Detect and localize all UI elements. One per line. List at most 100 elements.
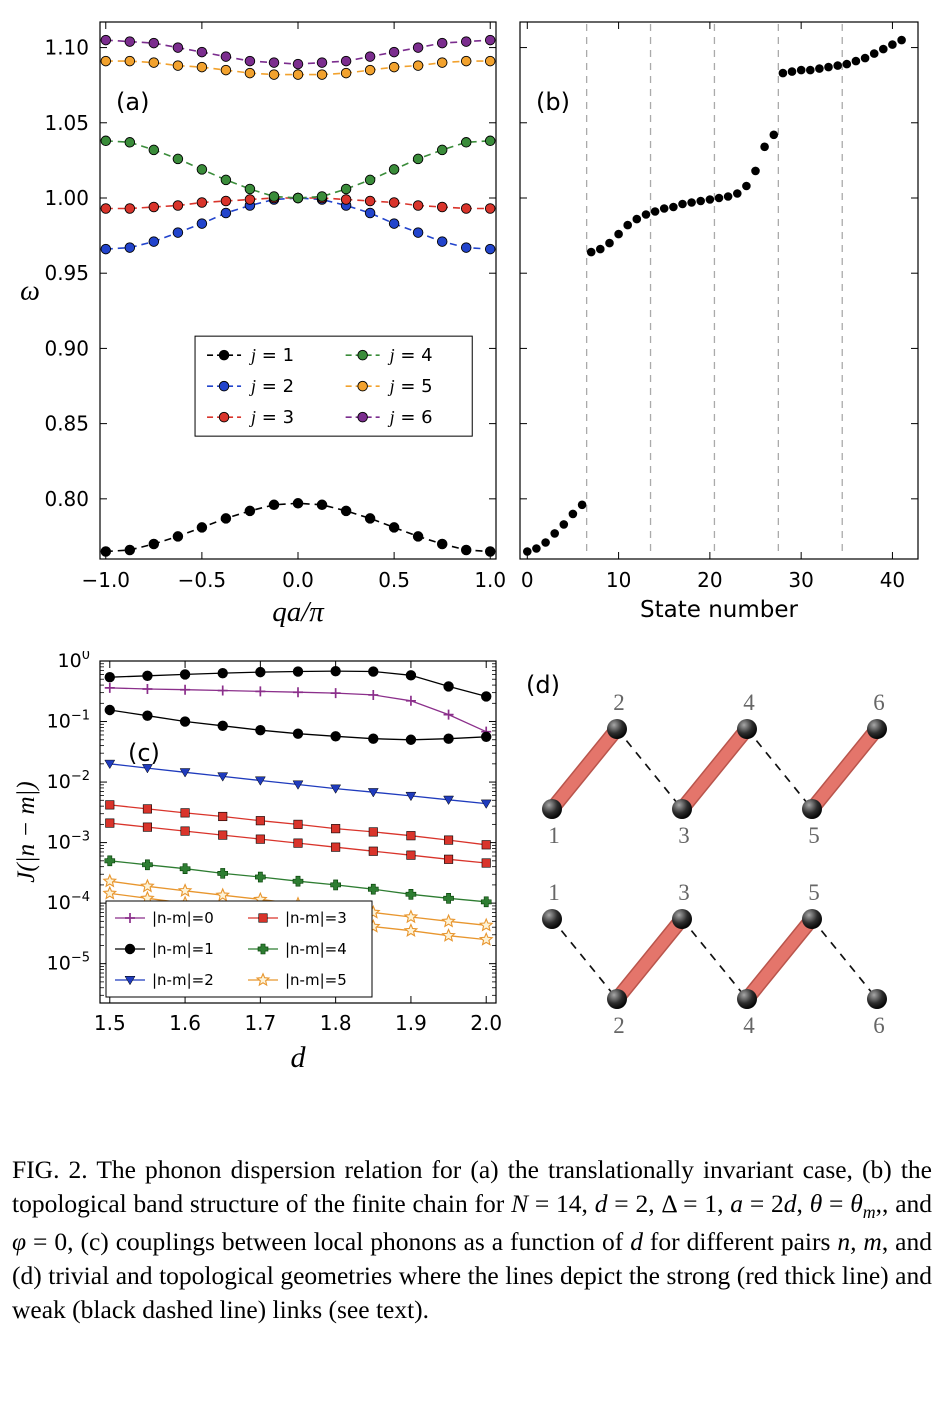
strong-bond [546,723,623,815]
state-point [568,509,578,519]
ion-node-3 [672,799,692,819]
caption-fig-label: FIG. 2. [12,1155,88,1184]
panel-label-d: (d) [526,671,560,699]
axis-ticks [520,22,918,559]
legend-label: j = 4 [388,345,433,366]
state-point [869,49,879,58]
node-label-4: 4 [743,1013,755,1038]
legend-label: j = 3 [249,407,294,428]
caption-math-text: d [594,1188,608,1218]
y-tick-label: 10−3 [47,830,90,854]
state-point [806,65,815,75]
legend-label: |n-m|=1 [152,940,214,958]
ion-node-5 [802,909,822,929]
weak-bond [551,918,618,1000]
plot-frame [99,21,497,560]
middle-panels-row: 100 10−1 10−2 10−3 10−4 10−5 1.5 1.6 1.7 1.8 1.9 2.… [10,651,934,1081]
strong-bond [611,913,688,1005]
state-point [842,59,852,69]
node-label-4: 4 [743,690,755,715]
state-point [815,64,824,73]
y-tick-label: 0.85 [44,412,89,436]
caption-text: , [796,1188,810,1218]
state-point [714,193,724,203]
ion-node-3 [672,909,692,929]
legend-label: |n-m|=2 [152,971,214,989]
series-|n-m|=3-strong [105,800,491,850]
node-label-2: 2 [613,690,625,715]
chain-trivial: 1 2 3 4 5 6 [542,690,887,848]
state-point [769,130,779,140]
state-point [860,53,870,63]
caption-math-text: n, m [837,1226,882,1256]
plot-frame [99,660,497,1004]
state-point [623,220,632,230]
x-axis-label-qa-pi: qa/π [272,596,325,628]
series-|n-m|=2 [104,759,492,809]
ion-node-4 [737,989,757,1009]
x-tick-label: 1.0 [474,568,506,592]
weak-bond [746,728,813,810]
band-separators [585,24,843,557]
caption-text: = 0, (c) couplings between local phonons… [26,1226,631,1256]
caption-math-text: φ [12,1226,27,1256]
x-axis-label-d: d [291,1041,307,1074]
state-point [787,67,797,76]
caption-text: ,, and [875,1188,933,1218]
state-point [824,62,833,72]
state-point [532,544,541,553]
state-point [541,538,550,547]
plot-frame [519,21,919,560]
node-label-1: 1 [548,823,560,848]
legend-label: |n-m|=4 [285,940,347,958]
figure-caption: FIG. 2. The phonon dispersion relation f… [12,1153,932,1326]
series-|n-m|=3-weak [105,818,491,868]
y-axis-label-J: J(|n − m|) [13,781,40,882]
x-tick-label: −1.0 [81,568,130,592]
y-tick-label: 10−1 [47,709,90,733]
weak-bond [616,728,683,810]
legend-label: |n-m|=0 [152,909,214,927]
panel-b-band-structure-chart: 0 10 20 30 40 State number (b) [519,21,919,623]
caption-text: = 14, [528,1188,595,1218]
y-tick-label: 0.95 [44,261,89,285]
y-tick-label: 0.90 [44,336,89,360]
strong-bond [741,913,818,1005]
weak-bond [811,918,878,1000]
node-label-6: 6 [873,690,885,715]
state-point [641,210,651,219]
x-tick-label: −0.5 [178,568,227,592]
state-point [696,196,705,206]
state-point [669,202,678,212]
state-point [742,181,751,191]
caption-text: The phonon dispersion relation for (a) t… [12,1155,932,1218]
top-panels-row: 0.80 0.85 0.90 0.95 1.00 1.05 1.10 −1.0 −0.5 0.0 0… [10,8,934,633]
x-tick-label: 40 [880,568,905,592]
panel-a-dispersion-chart: 0.80 0.85 0.90 0.95 1.00 1.05 1.10 −1.0 −0.5 0.0 0… [20,21,506,628]
node-label-5: 5 [808,880,820,905]
caption-text: = [822,1188,851,1218]
y-tick-label: 0.80 [44,487,89,511]
state-point [577,500,587,510]
state-point [705,195,715,204]
series-|n-m|=4 [104,855,492,908]
node-label-5: 5 [808,823,820,848]
state-point [632,214,642,224]
state-point [851,56,861,66]
y-tick-label: 1.00 [44,186,89,210]
state-point [897,35,906,45]
strong-bond [806,723,883,815]
legend-a: j = 1 j = 2 j = 3 j = 4 j = 5 j = 6 [194,335,473,437]
y-axis-label-omega: ω [20,276,40,307]
axis-ticks [100,22,496,559]
x-tick-label: 1.7 [244,1011,276,1035]
x-tick-label: 10 [606,568,631,592]
ion-node-6 [867,989,887,1009]
state-point [778,68,788,78]
x-tick-label: 1.9 [395,1011,427,1035]
legend-label: j = 6 [388,407,433,428]
ion-node-6 [867,719,887,739]
ion-node-2 [607,989,627,1009]
x-tick-label: 1.6 [169,1011,201,1035]
series-|n-m|=1-weak [104,704,492,745]
